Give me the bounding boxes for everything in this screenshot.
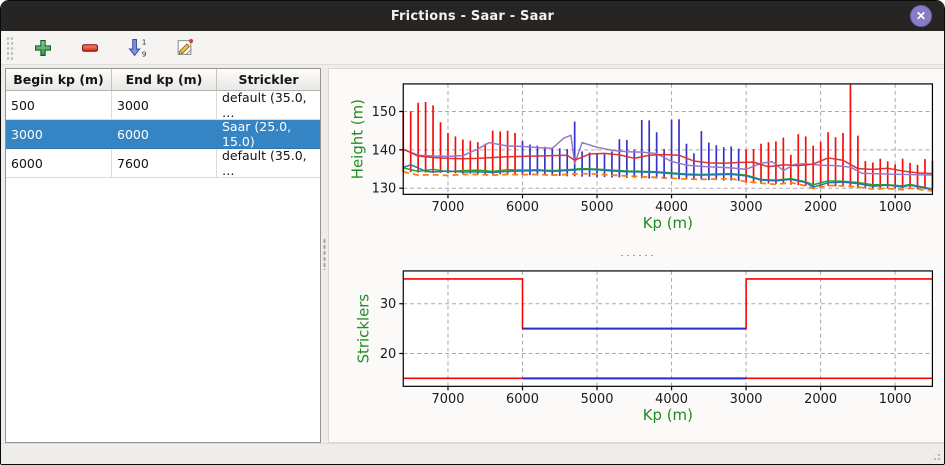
table-cell[interactable]: 7600 [112, 149, 217, 178]
sort-button[interactable]: 1 9 [123, 34, 151, 62]
statusbar [1, 443, 944, 464]
svg-text:1000: 1000 [879, 200, 912, 215]
add-row-button[interactable] [29, 34, 57, 62]
splitter-handle-icon [323, 238, 326, 270]
svg-text:5000: 5000 [581, 392, 614, 407]
svg-text:9: 9 [141, 49, 146, 57]
svg-text:1000: 1000 [879, 392, 912, 407]
svg-text:2000: 2000 [804, 392, 837, 407]
charts-panel: 7000 6000 5000 4000 3000 2000 1000 130 140 150 Kp … [328, 68, 944, 443]
svg-text:Kp (m): Kp (m) [643, 406, 693, 424]
frictions-table: Begin kp (m) End kp (m) Strickler 500 300… [5, 68, 321, 443]
svg-text:3000: 3000 [730, 392, 763, 407]
table-cell[interactable]: 6000 [112, 120, 217, 149]
table-header: Begin kp (m) End kp (m) Strickler [6, 69, 320, 91]
svg-text:5000: 5000 [581, 200, 614, 215]
table-cell[interactable]: default (35.0, … [217, 91, 320, 120]
sort-numeric-descending-icon: 1 9 [127, 38, 146, 57]
table-row[interactable]: 500 3000 default (35.0, … [6, 91, 320, 120]
column-header-begin-kp[interactable]: Begin kp (m) [6, 69, 112, 90]
table-row[interactable]: 3000 6000 Saar (25.0, 15.0) [6, 119, 320, 149]
svg-text:6000: 6000 [506, 392, 539, 407]
svg-text:7000: 7000 [432, 392, 465, 407]
svg-text:140: 140 [372, 143, 397, 158]
svg-text:2000: 2000 [804, 200, 837, 215]
height-profile-chart: 7000 6000 5000 4000 3000 2000 1000 130 140 150 Kp … [348, 83, 934, 232]
svg-text:150: 150 [372, 105, 397, 120]
table-body: 500 3000 default (35.0, … 3000 6000 Saar (25.… [6, 91, 320, 442]
column-header-strickler[interactable]: Strickler [238, 72, 299, 87]
toolbar-drag-handle[interactable] [6, 35, 15, 60]
svg-text:1: 1 [141, 38, 146, 46]
window-title: Frictions - Saar - Saar [390, 8, 555, 24]
minus-icon [82, 43, 98, 52]
svg-text:4000: 4000 [655, 392, 688, 407]
horizontal-splitter[interactable] [329, 251, 944, 259]
svg-text:6000: 6000 [506, 200, 539, 215]
resize-grip[interactable] [929, 449, 942, 462]
toolbar: 1 9 [1, 31, 944, 65]
main-area: Begin kp (m) End kp (m) Strickler 500 300… [1, 65, 944, 443]
close-icon: ✕ [915, 9, 927, 23]
stricklers-chart: 7000 6000 5000 4000 3000 2000 1000 20 30 Kp (m) St… [354, 270, 934, 424]
plus-icon [35, 39, 51, 56]
table-cell[interactable]: 3000 [112, 91, 217, 120]
vertical-splitter[interactable] [321, 65, 328, 443]
svg-text:7000: 7000 [432, 200, 465, 215]
table-row[interactable]: 6000 7600 default (35.0, … [6, 148, 320, 178]
close-button[interactable]: ✕ [910, 5, 932, 27]
svg-text:Stricklers: Stricklers [354, 294, 372, 364]
table-cell[interactable]: 3000 [6, 120, 112, 149]
table-cell[interactable]: 500 [6, 91, 112, 120]
edit-button[interactable] [170, 34, 198, 62]
svg-text:20: 20 [380, 347, 396, 362]
table-cell[interactable]: default (35.0, … [217, 148, 320, 178]
column-header-end-kp[interactable]: End kp (m) [112, 69, 217, 90]
titlebar[interactable]: Frictions - Saar - Saar ✕ [1, 1, 944, 31]
svg-text:3000: 3000 [730, 200, 763, 215]
svg-text:30: 30 [380, 297, 396, 312]
edit-icon [177, 38, 193, 55]
remove-row-button[interactable] [76, 34, 104, 62]
splitter-handle-icon [618, 253, 655, 257]
svg-text:Kp (m): Kp (m) [643, 214, 693, 232]
svg-text:Height (m): Height (m) [348, 99, 366, 179]
svg-text:130: 130 [372, 182, 397, 197]
svg-text:4000: 4000 [655, 200, 688, 215]
table-cell[interactable]: 6000 [6, 149, 112, 178]
table-cell[interactable]: Saar (25.0, 15.0) [217, 119, 320, 149]
